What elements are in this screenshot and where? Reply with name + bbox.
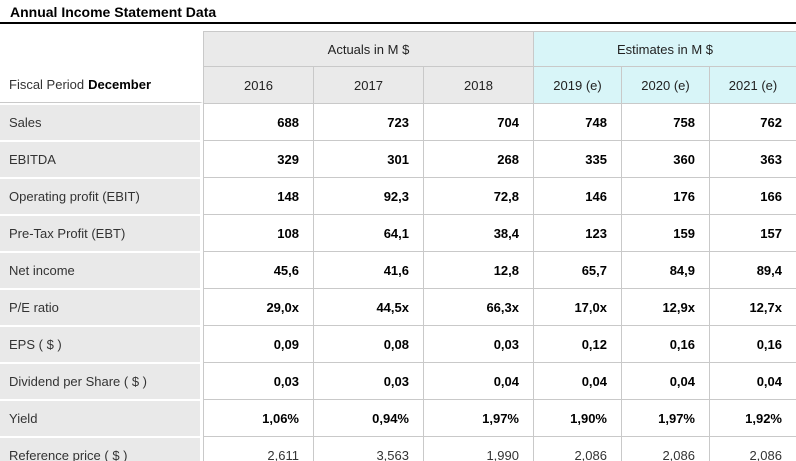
row-label: EPS ( $ ) [0,325,203,362]
row-label: EBITDA [0,140,203,177]
value-cell: 38,4 [423,214,533,251]
value-cell: 0,16 [621,325,709,362]
row-label: Dividend per Share ( $ ) [0,362,203,399]
year-header: 2016 [203,66,313,103]
year-header: 2021 (e) [709,66,796,103]
value-cell: 0,16 [709,325,796,362]
value-cell: 0,94% [313,399,423,436]
row-label: Net income [0,251,203,288]
value-cell: 148 [203,177,313,214]
table-row: Net income 45,6 41,6 12,8 65,7 84,9 89,4 [0,251,796,288]
value-cell: 2,086 [709,436,796,461]
value-cell: 0,03 [313,362,423,399]
value-cell: 64,1 [313,214,423,251]
value-cell: 748 [533,103,621,140]
row-label: Operating profit (EBIT) [0,177,203,214]
value-cell: 3,563 [313,436,423,461]
value-cell: 108 [203,214,313,251]
table-row: Reference price ( $ ) 2,611 3,563 1,990 2,08… [0,436,796,461]
value-cell: 2,611 [203,436,313,461]
value-cell: 360 [621,140,709,177]
value-cell: 44,5x [313,288,423,325]
row-label: Sales [0,103,203,140]
value-cell: 0,04 [709,362,796,399]
table-body: Sales 688 723 704 748 758 762 EBITDA 329 301 268 33… [0,103,796,461]
value-cell: 335 [533,140,621,177]
value-cell: 1,92% [709,399,796,436]
value-cell: 704 [423,103,533,140]
value-cell: 12,7x [709,288,796,325]
fiscal-period-cell: Fiscal Period December [0,66,203,103]
table-row: EBITDA 329 301 268 335 360 363 [0,140,796,177]
year-header: 2019 (e) [533,66,621,103]
value-cell: 1,97% [621,399,709,436]
value-cell: 1,990 [423,436,533,461]
value-cell: 84,9 [621,251,709,288]
year-header: 2017 [313,66,423,103]
value-cell: 0,04 [533,362,621,399]
value-cell: 329 [203,140,313,177]
value-cell: 0,09 [203,325,313,362]
row-label: Yield [0,399,203,436]
table-row: Yield 1,06% 0,94% 1,97% 1,90% 1,97% 1,92% [0,399,796,436]
value-cell: 1,06% [203,399,313,436]
table-row: EPS ( $ ) 0,09 0,08 0,03 0,12 0,16 0,16 [0,325,796,362]
value-cell: 0,03 [423,325,533,362]
table-row: Dividend per Share ( $ ) 0,03 0,03 0,04 0,04… [0,362,796,399]
value-cell: 1,97% [423,399,533,436]
value-cell: 0,04 [621,362,709,399]
value-cell: 2,086 [533,436,621,461]
value-cell: 159 [621,214,709,251]
group-header-row: Actuals in M $ Estimates in M $ [0,31,796,66]
table-row: Operating profit (EBIT) 148 92,3 72,8 146 176… [0,177,796,214]
value-cell: 45,6 [203,251,313,288]
row-label: P/E ratio [0,288,203,325]
value-cell: 1,90% [533,399,621,436]
value-cell: 176 [621,177,709,214]
value-cell: 123 [533,214,621,251]
value-cell: 17,0x [533,288,621,325]
table-row: Sales 688 723 704 748 758 762 [0,103,796,140]
page-title: Annual Income Statement Data [0,0,796,24]
value-cell: 92,3 [313,177,423,214]
value-cell: 688 [203,103,313,140]
value-cell: 166 [709,177,796,214]
group-header-actuals: Actuals in M $ [203,31,533,66]
value-cell: 65,7 [533,251,621,288]
row-label: Reference price ( $ ) [0,436,203,461]
fiscal-period-label: Fiscal Period [9,76,85,92]
row-label: Pre-Tax Profit (EBT) [0,214,203,251]
table-row: Pre-Tax Profit (EBT) 108 64,1 38,4 123 159 157 [0,214,796,251]
value-cell: 268 [423,140,533,177]
value-cell: 2,086 [621,436,709,461]
value-cell: 762 [709,103,796,140]
value-cell: 72,8 [423,177,533,214]
value-cell: 723 [313,103,423,140]
value-cell: 0,12 [533,325,621,362]
year-header: 2018 [423,66,533,103]
value-cell: 12,9x [621,288,709,325]
year-header: 2020 (e) [621,66,709,103]
value-cell: 301 [313,140,423,177]
value-cell: 0,04 [423,362,533,399]
value-cell: 0,08 [313,325,423,362]
corner-blank-cell [0,31,203,66]
value-cell: 41,6 [313,251,423,288]
value-cell: 89,4 [709,251,796,288]
value-cell: 758 [621,103,709,140]
value-cell: 66,3x [423,288,533,325]
income-statement-table: Actuals in M $ Estimates in M $ Fiscal P… [0,31,796,461]
fiscal-period-value: December [88,76,152,92]
value-cell: 146 [533,177,621,214]
table-row: P/E ratio 29,0x 44,5x 66,3x 17,0x 12,9x 12,7x [0,288,796,325]
value-cell: 0,03 [203,362,313,399]
year-header-row: Fiscal Period December 2016 2017 2018 2019 … [0,66,796,103]
group-header-estimates: Estimates in M $ [533,31,796,66]
value-cell: 363 [709,140,796,177]
value-cell: 157 [709,214,796,251]
value-cell: 29,0x [203,288,313,325]
value-cell: 12,8 [423,251,533,288]
